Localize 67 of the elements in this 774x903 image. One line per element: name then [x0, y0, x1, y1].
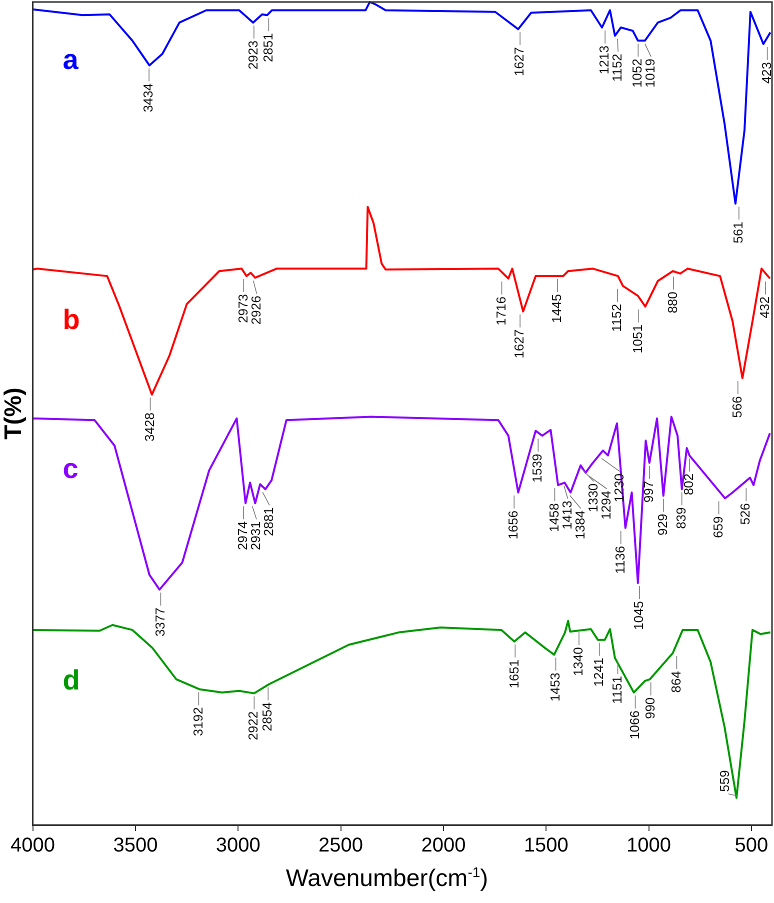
- annotation: 2881: [261, 507, 276, 536]
- annotation: 1340: [570, 647, 586, 676]
- annotation: 802: [681, 473, 696, 496]
- annotation: 1241: [590, 658, 606, 687]
- annotation: 839: [673, 507, 688, 529]
- annotation: 1656: [506, 510, 521, 540]
- annotation: 1384: [572, 510, 588, 540]
- series-label: b: [62, 304, 80, 336]
- x-tick-label: 2000: [421, 834, 466, 857]
- annotation: 1651: [506, 659, 522, 688]
- annotation: 1453: [547, 672, 562, 702]
- annotation: 659: [710, 516, 726, 538]
- annotation: 1627: [512, 47, 527, 76]
- annotation: 1151: [609, 676, 624, 704]
- annotation: 2923: [246, 40, 261, 70]
- annotation: 432: [757, 296, 772, 318]
- annotation: 1045: [631, 601, 646, 630]
- annotation: 1152: [610, 54, 625, 82]
- annotation: 1716: [493, 296, 508, 326]
- x-tick-label: 3000: [216, 834, 260, 857]
- annotation: 990: [642, 697, 658, 720]
- annotation: 1330: [585, 483, 600, 512]
- x-tick-label: 1500: [524, 834, 568, 857]
- annotation: 1230: [611, 473, 626, 502]
- annotation: 566: [729, 396, 744, 418]
- x-tick-label: 2500: [318, 834, 364, 857]
- x-axis-title: Wavenumber(cm$^{-1}$): [284, 864, 490, 893]
- annotation: 526: [738, 503, 753, 525]
- annotation: 1213: [596, 46, 612, 74]
- x-tick-label: 500: [734, 834, 768, 857]
- annotation: 423: [758, 62, 774, 84]
- annotation: 2926: [248, 296, 264, 325]
- x-tick-label: 3500: [113, 834, 158, 857]
- annotation: 1019: [642, 58, 658, 88]
- annotation: 1066: [626, 710, 642, 740]
- annotation: 1051: [630, 324, 645, 354]
- annotation: 2854: [260, 702, 275, 732]
- annotation: 929: [654, 514, 670, 536]
- annotation: 2974: [235, 521, 250, 550]
- annotation: 1294: [598, 490, 614, 520]
- annotation: 3192: [190, 707, 206, 736]
- annotation: 1539: [530, 454, 545, 483]
- series-label: d: [62, 664, 80, 696]
- annotation: 1627: [512, 329, 527, 358]
- annotation: 1136: [612, 546, 628, 574]
- annotation: 880: [665, 292, 680, 314]
- annotation: 1413: [559, 500, 574, 530]
- annotation: 2851: [260, 33, 276, 62]
- annotation: 1445: [549, 294, 564, 323]
- annotation: 2973: [235, 294, 250, 323]
- annotation: 1052: [630, 58, 645, 88]
- series-label: a: [62, 44, 79, 76]
- x-tick-label: 1000: [626, 834, 672, 857]
- annotation: 2922: [246, 711, 261, 740]
- annotation: 559: [716, 770, 732, 792]
- y-axis-title: T(%): [0, 388, 28, 440]
- annotation: 864: [668, 670, 684, 693]
- annotation: 3428: [142, 412, 157, 442]
- annotation: 1458: [546, 503, 562, 532]
- series-label: c: [62, 453, 78, 484]
- annotation: 3377: [152, 608, 168, 637]
- annotation: 2931: [248, 521, 264, 550]
- annotation: 997: [640, 480, 656, 503]
- x-tick-label: 4000: [10, 834, 56, 857]
- annotation: 1152: [609, 304, 624, 332]
- annotation: 561: [730, 222, 746, 244]
- annotation: 3434: [140, 83, 156, 112]
